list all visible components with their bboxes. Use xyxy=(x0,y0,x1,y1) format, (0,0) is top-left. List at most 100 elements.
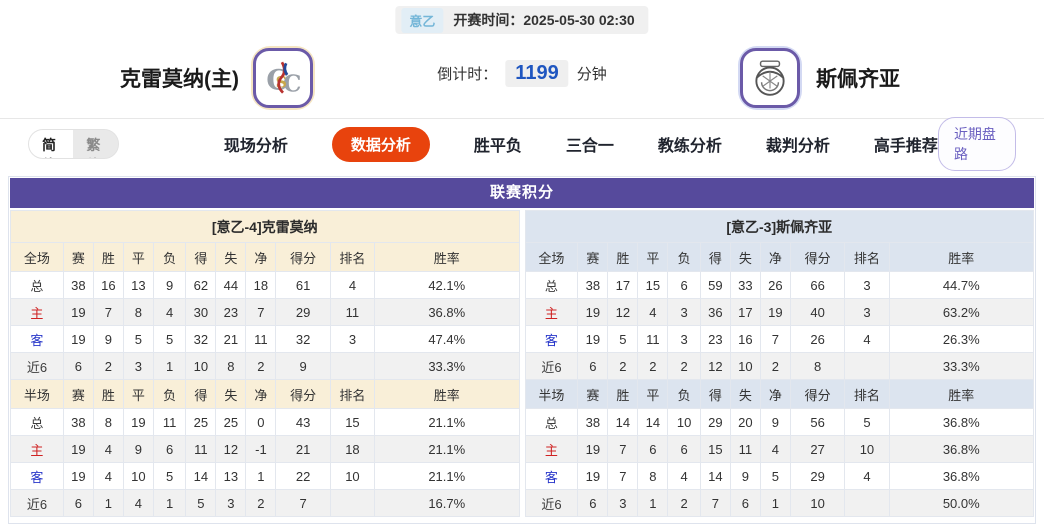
header-divider xyxy=(0,118,1044,119)
lang-simplified-button[interactable]: 简体 xyxy=(29,130,74,158)
stats-cell: 29 xyxy=(275,298,331,326)
stats-column-header: 得 xyxy=(185,379,217,409)
nav-tab[interactable]: 三合一 xyxy=(565,138,614,155)
nav-tab[interactable]: 高手推荐 xyxy=(873,138,938,155)
stats-column-header: 净 xyxy=(245,379,277,409)
nav-tab[interactable]: 胜平负 xyxy=(473,138,522,155)
stats-cell: 15 xyxy=(637,271,669,299)
stats-cell: 7 xyxy=(699,489,731,517)
stats-cell: 6 xyxy=(667,271,701,299)
stats-cell: 9 xyxy=(122,435,154,463)
stats-cell: 17 xyxy=(607,271,639,299)
stats-cell: 38 xyxy=(577,408,609,436)
countdown-label: 倒计时： xyxy=(437,66,498,83)
stats-cell: 62 xyxy=(185,271,217,299)
stats-cell: 4 xyxy=(759,435,791,463)
stats-cell: 21 xyxy=(215,325,247,353)
stats-cell: 25 xyxy=(215,408,247,436)
stats-cell: 29 xyxy=(789,462,846,490)
stats-cell: 18 xyxy=(245,271,277,299)
stats-column-header: 净 xyxy=(245,242,277,272)
stats-cell: 14 xyxy=(699,462,731,490)
countdown-unit: 分钟 xyxy=(576,66,607,83)
stats-cell: 9 xyxy=(152,271,187,299)
stats-column-header: 胜率 xyxy=(374,379,520,409)
stats-cell: 2 xyxy=(245,352,277,380)
stats-row-label: 近6 xyxy=(524,352,579,380)
stats-column-header: 平 xyxy=(122,242,154,272)
stats-cell: 10 xyxy=(844,435,890,463)
stats-cell: 2 xyxy=(245,489,277,517)
nav-tab[interactable]: 裁判分析 xyxy=(765,138,830,155)
stats-cell: 4 xyxy=(844,462,890,490)
stats-column-header: 胜 xyxy=(607,242,639,272)
stats-cell: 3 xyxy=(215,489,247,517)
stats-column-header: 全场 xyxy=(10,242,64,272)
stats-column-header: 全场 xyxy=(524,242,579,272)
stats-cell: 19 xyxy=(62,298,94,326)
stats-cell: 5 xyxy=(185,489,217,517)
stats-cell: 8 xyxy=(637,462,669,490)
countdown: 倒计时： 1199 分钟 xyxy=(437,60,607,87)
stats-cell: 8 xyxy=(789,352,846,380)
stats-row: 近6 6 3 1 2 7 6 1 10 50.0% xyxy=(524,489,1035,517)
stats-cell: 17 xyxy=(729,298,761,326)
stats-cell: 4 xyxy=(92,462,124,490)
stats-column-header: 赛 xyxy=(62,379,94,409)
language-toggle[interactable]: 简体 繁体 xyxy=(28,129,119,159)
stats-cell: 10 xyxy=(789,489,846,517)
nav-tab[interactable]: 现场分析 xyxy=(223,138,288,155)
stats-cell: 38 xyxy=(577,271,609,299)
stats-cell: 66 xyxy=(789,271,846,299)
stats-cell: 0 xyxy=(245,408,277,436)
spezia-crest-icon xyxy=(740,48,800,108)
nav-tab[interactable]: 数据分析 xyxy=(331,126,430,162)
stats-cell: 2 xyxy=(607,352,639,380)
stats-cell: 19 xyxy=(62,435,94,463)
home-standings-table: [意乙-4]克雷莫纳 全场赛胜平负得失净得分 排名 胜率总 38 16 13 9 62 44 18… xyxy=(10,210,520,517)
stats-cell: 13 xyxy=(215,462,247,490)
stats-cell: 7 xyxy=(759,325,791,353)
stats-column-header: 排名 xyxy=(329,242,376,272)
stats-column-header: 净 xyxy=(759,379,791,409)
stats-cell: 13 xyxy=(122,271,154,299)
stats-row-label: 总 xyxy=(10,271,64,299)
stats-cell: 50.0% xyxy=(888,489,1035,517)
stats-cell: 14 xyxy=(185,462,217,490)
stats-row: 客 19 7 8 4 14 9 5 29 4 36.8% xyxy=(524,462,1035,490)
stats-cell: 2 xyxy=(637,352,669,380)
home-standings-body: 全场赛胜平负得失净得分 排名 胜率总 38 16 13 9 62 44 18 61 4 42.1% 主 19… xyxy=(10,242,520,517)
nav-tab[interactable]: 教练分析 xyxy=(657,138,722,155)
stats-cell: 20 xyxy=(729,408,761,436)
stats-cell: 7 xyxy=(607,462,639,490)
stats-row-label: 近6 xyxy=(10,489,64,517)
stats-cell: 15 xyxy=(329,408,376,436)
stats-cell: 25 xyxy=(185,408,217,436)
stats-cell: 7 xyxy=(607,435,639,463)
lang-traditional-button[interactable]: 繁体 xyxy=(73,130,118,158)
stats-row-label: 客 xyxy=(524,462,579,490)
stats-column-header: 胜 xyxy=(92,242,124,272)
stats-column-header: 得分 xyxy=(789,242,846,272)
stats-cell: 15 xyxy=(699,435,731,463)
away-standings-body: 全场赛胜平负得失净得分 排名 胜率总 38 17 15 6 59 33 26 66 3 44.7% 主 19… xyxy=(524,242,1035,517)
stats-cell: 10 xyxy=(729,352,761,380)
recent-odds-button[interactable]: 近期盘路 xyxy=(937,117,1016,171)
stats-column-header: 赛 xyxy=(577,379,609,409)
stats-cell: 6 xyxy=(729,489,761,517)
stats-row-label: 近6 xyxy=(524,489,579,517)
stats-cell: 10 xyxy=(185,352,217,380)
stats-row: 主 19 7 6 6 15 11 4 27 10 36.8% xyxy=(524,435,1035,463)
stats-cell: 3 xyxy=(844,298,890,326)
stats-row: 主 19 7 8 4 30 23 7 29 11 36.8% xyxy=(10,298,520,326)
stats-cell: 7 xyxy=(92,298,124,326)
stats-cell: 1 xyxy=(637,489,669,517)
stats-row: 总 38 17 15 6 59 33 26 66 3 44.7% xyxy=(524,271,1035,299)
stats-cell: 12 xyxy=(215,435,247,463)
stats-column-header: 排名 xyxy=(329,379,376,409)
stats-cell: 2 xyxy=(759,352,791,380)
stats-header-row: 全场赛胜平负得失净得分 排名 胜率 xyxy=(10,242,520,272)
away-team-logo xyxy=(738,46,802,110)
stats-cell: 6 xyxy=(577,352,609,380)
stats-row: 总 38 8 19 11 25 25 0 43 15 21.1% xyxy=(10,408,520,436)
